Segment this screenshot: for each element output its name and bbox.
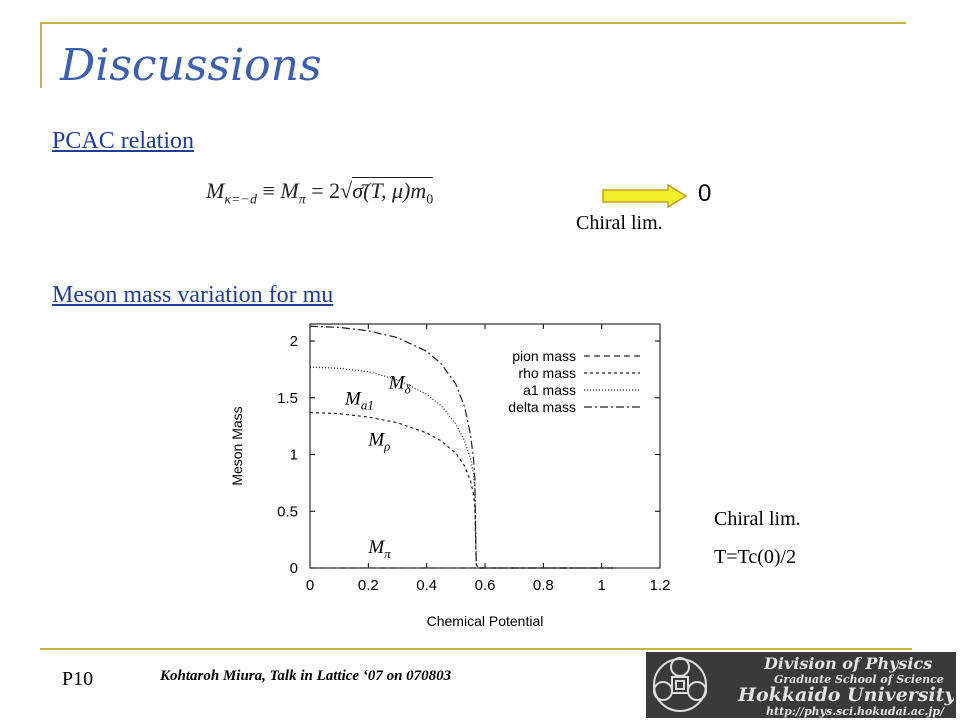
- series-annotation-2: Ma1: [344, 389, 374, 413]
- series-annotation-1: Mρ: [367, 429, 390, 453]
- x-tick-label: 0.8: [533, 577, 554, 594]
- left-rule: [40, 22, 42, 88]
- logo-line-2: Graduate School of Science: [774, 673, 944, 686]
- logo-line-4: http://phys.sci.hokudai.ac.jp/: [766, 705, 945, 718]
- logo-text: Division of Physics Graduate School of S…: [737, 654, 954, 718]
- meson-mass-heading[interactable]: Meson mass variation for mu: [52, 282, 334, 308]
- sqrt-sign: √: [340, 178, 353, 203]
- slide-title: Discussions: [60, 40, 322, 91]
- y-tick-label: 1.5: [277, 390, 298, 407]
- series-annotation-0: Mπ: [367, 537, 391, 561]
- chiral-limit-label: Chiral lim.: [714, 508, 801, 530]
- logo-line-1: Division of Physics: [763, 654, 932, 673]
- eq-radicand-sub: 0: [426, 192, 434, 208]
- y-tick-label: 2: [290, 333, 298, 350]
- x-tick-label: 1: [597, 577, 605, 594]
- university-logo: Division of Physics Graduate School of S…: [646, 652, 956, 718]
- pcac-heading[interactable]: PCAC relation: [52, 128, 194, 154]
- series-line-1: [309, 411, 614, 569]
- y-axis-label: Meson Mass: [229, 406, 245, 485]
- plot-frame: [309, 323, 661, 569]
- y-tick-label: 1: [290, 447, 298, 464]
- eq-rhs-sub: π: [298, 192, 306, 208]
- temperature-note: T=Tc(0)/2: [714, 546, 797, 568]
- x-tick-label: 1.2: [650, 577, 671, 594]
- eq-equiv: ≡: [262, 178, 275, 203]
- legend-label-1: rho mass: [518, 365, 576, 381]
- legend-label-3: delta mass: [508, 399, 576, 415]
- eq-radicand: σ̄(T, μ)m: [352, 178, 427, 203]
- series-annotation-3: Mδ: [388, 373, 412, 397]
- x-tick-label: 0: [306, 577, 314, 594]
- series-annotation-sub-0: π: [384, 546, 391, 561]
- seal-icon: [653, 657, 707, 712]
- legend-label-2: a1 mass: [523, 382, 576, 398]
- x-axis-label: Chemical Potential: [427, 613, 544, 629]
- x-tick-label: 0.6: [475, 577, 496, 594]
- eq-radicand-wrap: σ̄(T, μ)m0: [352, 177, 434, 207]
- legend-label-0: pion mass: [512, 348, 576, 364]
- logo-line-3: Hokkaido University: [737, 684, 954, 706]
- right-arrow-icon: [602, 184, 688, 208]
- eq-rhs-eq: = 2: [311, 178, 341, 203]
- y-tick-label: 0.5: [277, 503, 298, 520]
- chiral-limit-label-top: Chiral lim.: [576, 212, 663, 234]
- pcac-equation: Mκ=−d ≡ Mπ = 2√σ̄(T, μ)m0: [206, 177, 434, 208]
- series-annotation-sub-1: ρ: [383, 438, 390, 453]
- x-tick-label: 0.4: [416, 577, 437, 594]
- series-line-3: [309, 325, 614, 569]
- page-number: P10: [62, 668, 94, 690]
- x-tick-label: 0.2: [358, 577, 379, 594]
- bottom-rule: [40, 648, 912, 650]
- limit-result: 0: [698, 180, 712, 207]
- meson-mass-chart: 0 0.2 0.4 0.6 0.8 1 1.2 0 0.5 1 1.5 2 Chemical Poten…: [229, 323, 671, 629]
- eq-rhs-name: M: [280, 178, 299, 203]
- footer-citation: Kohtaroh Miura, Talk in Lattice ‘07 on 0…: [160, 668, 452, 684]
- eq-lhs-sub: κ=−d: [224, 192, 257, 208]
- series-annotation-sub-3: δ: [405, 382, 412, 397]
- y-tick-label: 0: [290, 560, 298, 577]
- eq-lhs: M: [206, 178, 225, 203]
- top-rule: [40, 22, 906, 24]
- series-annotation-sub-2: a1: [361, 398, 374, 413]
